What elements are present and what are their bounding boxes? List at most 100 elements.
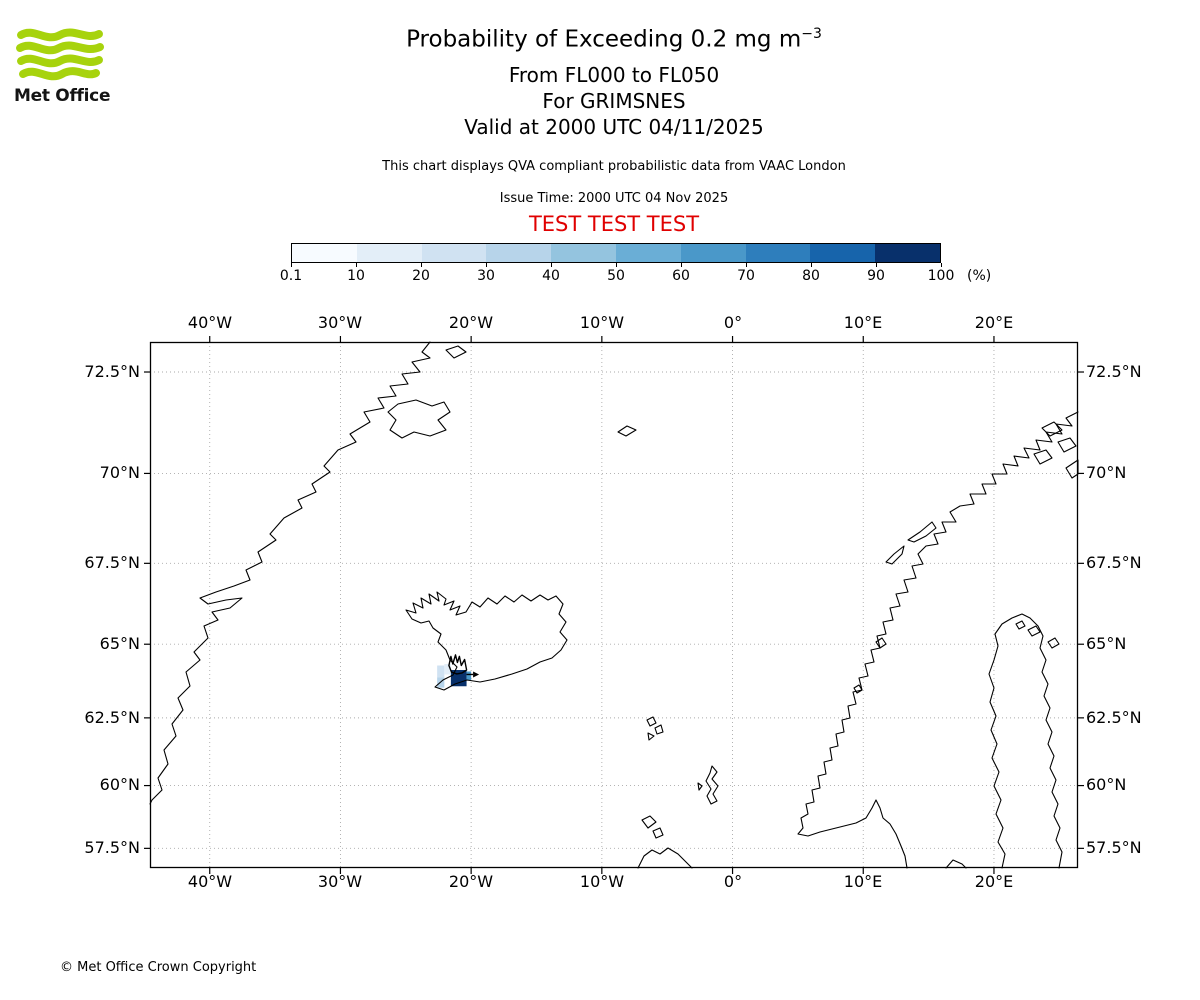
coastline-greenland-fjord-islands (387, 345, 467, 439)
coastline-faroe-islands (646, 716, 664, 741)
colorbar-segment (875, 244, 940, 262)
probability-cell (466, 671, 472, 681)
y-tick-label-left: 67.5°N (84, 553, 140, 572)
x-tick-label-bottom: 20°W (448, 872, 494, 891)
colorbar-tick-mark (485, 263, 487, 267)
coastline-orkney-scotland (637, 815, 693, 869)
map-gridlines (150, 342, 1078, 868)
chart-title: Probability of Exceeding 0.2 mg m−3 (150, 26, 1078, 53)
colorbar-segment (680, 244, 746, 262)
colorbar-tick-mark (550, 263, 552, 267)
colorbar-segment (486, 244, 552, 262)
colorbar-unit-label: (%) (967, 268, 992, 284)
coastline-bothnia-islands (1015, 620, 1060, 649)
coastline-lofoten-islands (885, 521, 937, 565)
colorbar-tick-label: 50 (607, 268, 625, 284)
colorbar-segment (421, 244, 487, 262)
coastline-jan-mayen (617, 425, 637, 437)
colorbar-tick-label: 90 (867, 268, 885, 284)
colorbar-gradient (291, 243, 941, 263)
vector-arrowhead (473, 671, 480, 678)
colorbar-tick-mark (875, 263, 877, 267)
issue-time: Issue Time: 2000 UTC 04 Nov 2025 (499, 191, 729, 206)
flight-level-subtitle: From FL000 to FL050 (508, 63, 720, 87)
x-tick-label-bottom: 30°W (317, 872, 363, 891)
probability-cell (437, 665, 445, 678)
colorbar-segment (292, 244, 357, 262)
coastline-gulf-of-bothnia (988, 613, 1063, 869)
axis-ticks (144, 336, 1084, 874)
colorbar-tick-mark (680, 263, 682, 267)
chart-header: Probability of Exceeding 0.2 mg m−3 From… (150, 0, 1078, 245)
colorbar-tick-label: 20 (412, 268, 430, 284)
probability-cell (444, 664, 451, 675)
met-office-waves-icon (16, 28, 104, 81)
colorbar-tick-mark (615, 263, 617, 267)
test-banner: TEST TEST TEST (528, 212, 700, 236)
y-tick-label-right: 60°N (1086, 775, 1127, 794)
x-tick-label-top: 20°E (974, 313, 1014, 332)
colorbar-segment (615, 244, 681, 262)
x-tick-label-top: 0° (723, 313, 743, 332)
x-tick-label-bottom: 10°W (579, 872, 625, 891)
coastlines (149, 341, 1079, 869)
coastline-norwegian-islets (853, 637, 887, 694)
x-tick-label-bottom: 40°W (187, 872, 233, 891)
colorbar-segment (356, 244, 422, 262)
y-tick-label-right: 57.5°N (1086, 838, 1142, 857)
y-tick-label-left: 70°N (99, 463, 140, 482)
y-tick-label-left: 65°N (99, 634, 140, 653)
chart-title-exponent: −3 (801, 26, 822, 42)
x-tick-label-bottom: 10°E (843, 872, 883, 891)
y-tick-label-left: 57.5°N (84, 838, 140, 857)
map-frame (144, 336, 1084, 874)
copyright-text: © Met Office Crown Copyright (60, 960, 257, 975)
colorbar-tick-label: 70 (737, 268, 755, 284)
ash-contour-layer (448, 654, 480, 678)
colorbar-tick-label: 0.1 (279, 268, 303, 284)
colorbar-segment (810, 244, 876, 262)
y-tick-label-left: 72.5°N (84, 362, 140, 381)
coastline-iceland (405, 591, 568, 691)
probability-cell (450, 669, 467, 687)
ash-contour-outline (448, 654, 468, 675)
x-tick-label-top: 40°W (187, 313, 233, 332)
map-border (149, 341, 1079, 869)
coastline-norway (797, 411, 1079, 869)
volcano-subtitle: For GRIMSNES (542, 89, 686, 113)
colorbar-tick-label: 30 (477, 268, 495, 284)
colorbar-tick-label: 60 (672, 268, 690, 284)
x-tick-label-bottom: 0° (723, 872, 743, 891)
met-office-logo: Met Office (14, 26, 114, 106)
y-tick-label-right: 62.5°N (1086, 708, 1142, 727)
y-tick-label-right: 72.5°N (1086, 362, 1142, 381)
colorbar-tick-mark (420, 263, 422, 267)
colorbar-tick-mark (355, 263, 357, 267)
colorbar-tick-mark (940, 263, 942, 267)
colorbar-tick-label: 100 (927, 268, 955, 284)
y-tick-label-right: 65°N (1086, 634, 1127, 653)
coastline-greenland (149, 341, 431, 805)
colorbar-tick-label: 80 (802, 268, 820, 284)
y-tick-label-left: 60°N (99, 775, 140, 794)
x-tick-label-bottom: 20°E (974, 872, 1014, 891)
colorbar-tick-label: 40 (542, 268, 560, 284)
colorbar-segment (551, 244, 616, 262)
colorbar-tick-mark (745, 263, 747, 267)
chart-title-text: Probability of Exceeding 0.2 mg m (406, 26, 802, 53)
coastline-denmark-tip (945, 859, 967, 869)
met-office-logo-text: Met Office (14, 86, 111, 106)
colorbar-segment (745, 244, 811, 262)
valid-time-subtitle: Valid at 2000 UTC 04/11/2025 (464, 115, 764, 139)
qva-description: This chart displays QVA compliant probab… (382, 159, 846, 174)
coastline-north-norway-islands (1033, 421, 1079, 479)
y-tick-label-left: 62.5°N (84, 708, 140, 727)
colorbar-tick-mark (290, 263, 292, 267)
x-tick-label-top: 10°W (579, 313, 625, 332)
colorbar-tick-label: 10 (347, 268, 365, 284)
x-tick-label-top: 20°W (448, 313, 494, 332)
x-tick-label-top: 10°E (843, 313, 883, 332)
coastline-shetland (697, 765, 719, 805)
colorbar-tick-mark (810, 263, 812, 267)
x-tick-label-top: 30°W (317, 313, 363, 332)
